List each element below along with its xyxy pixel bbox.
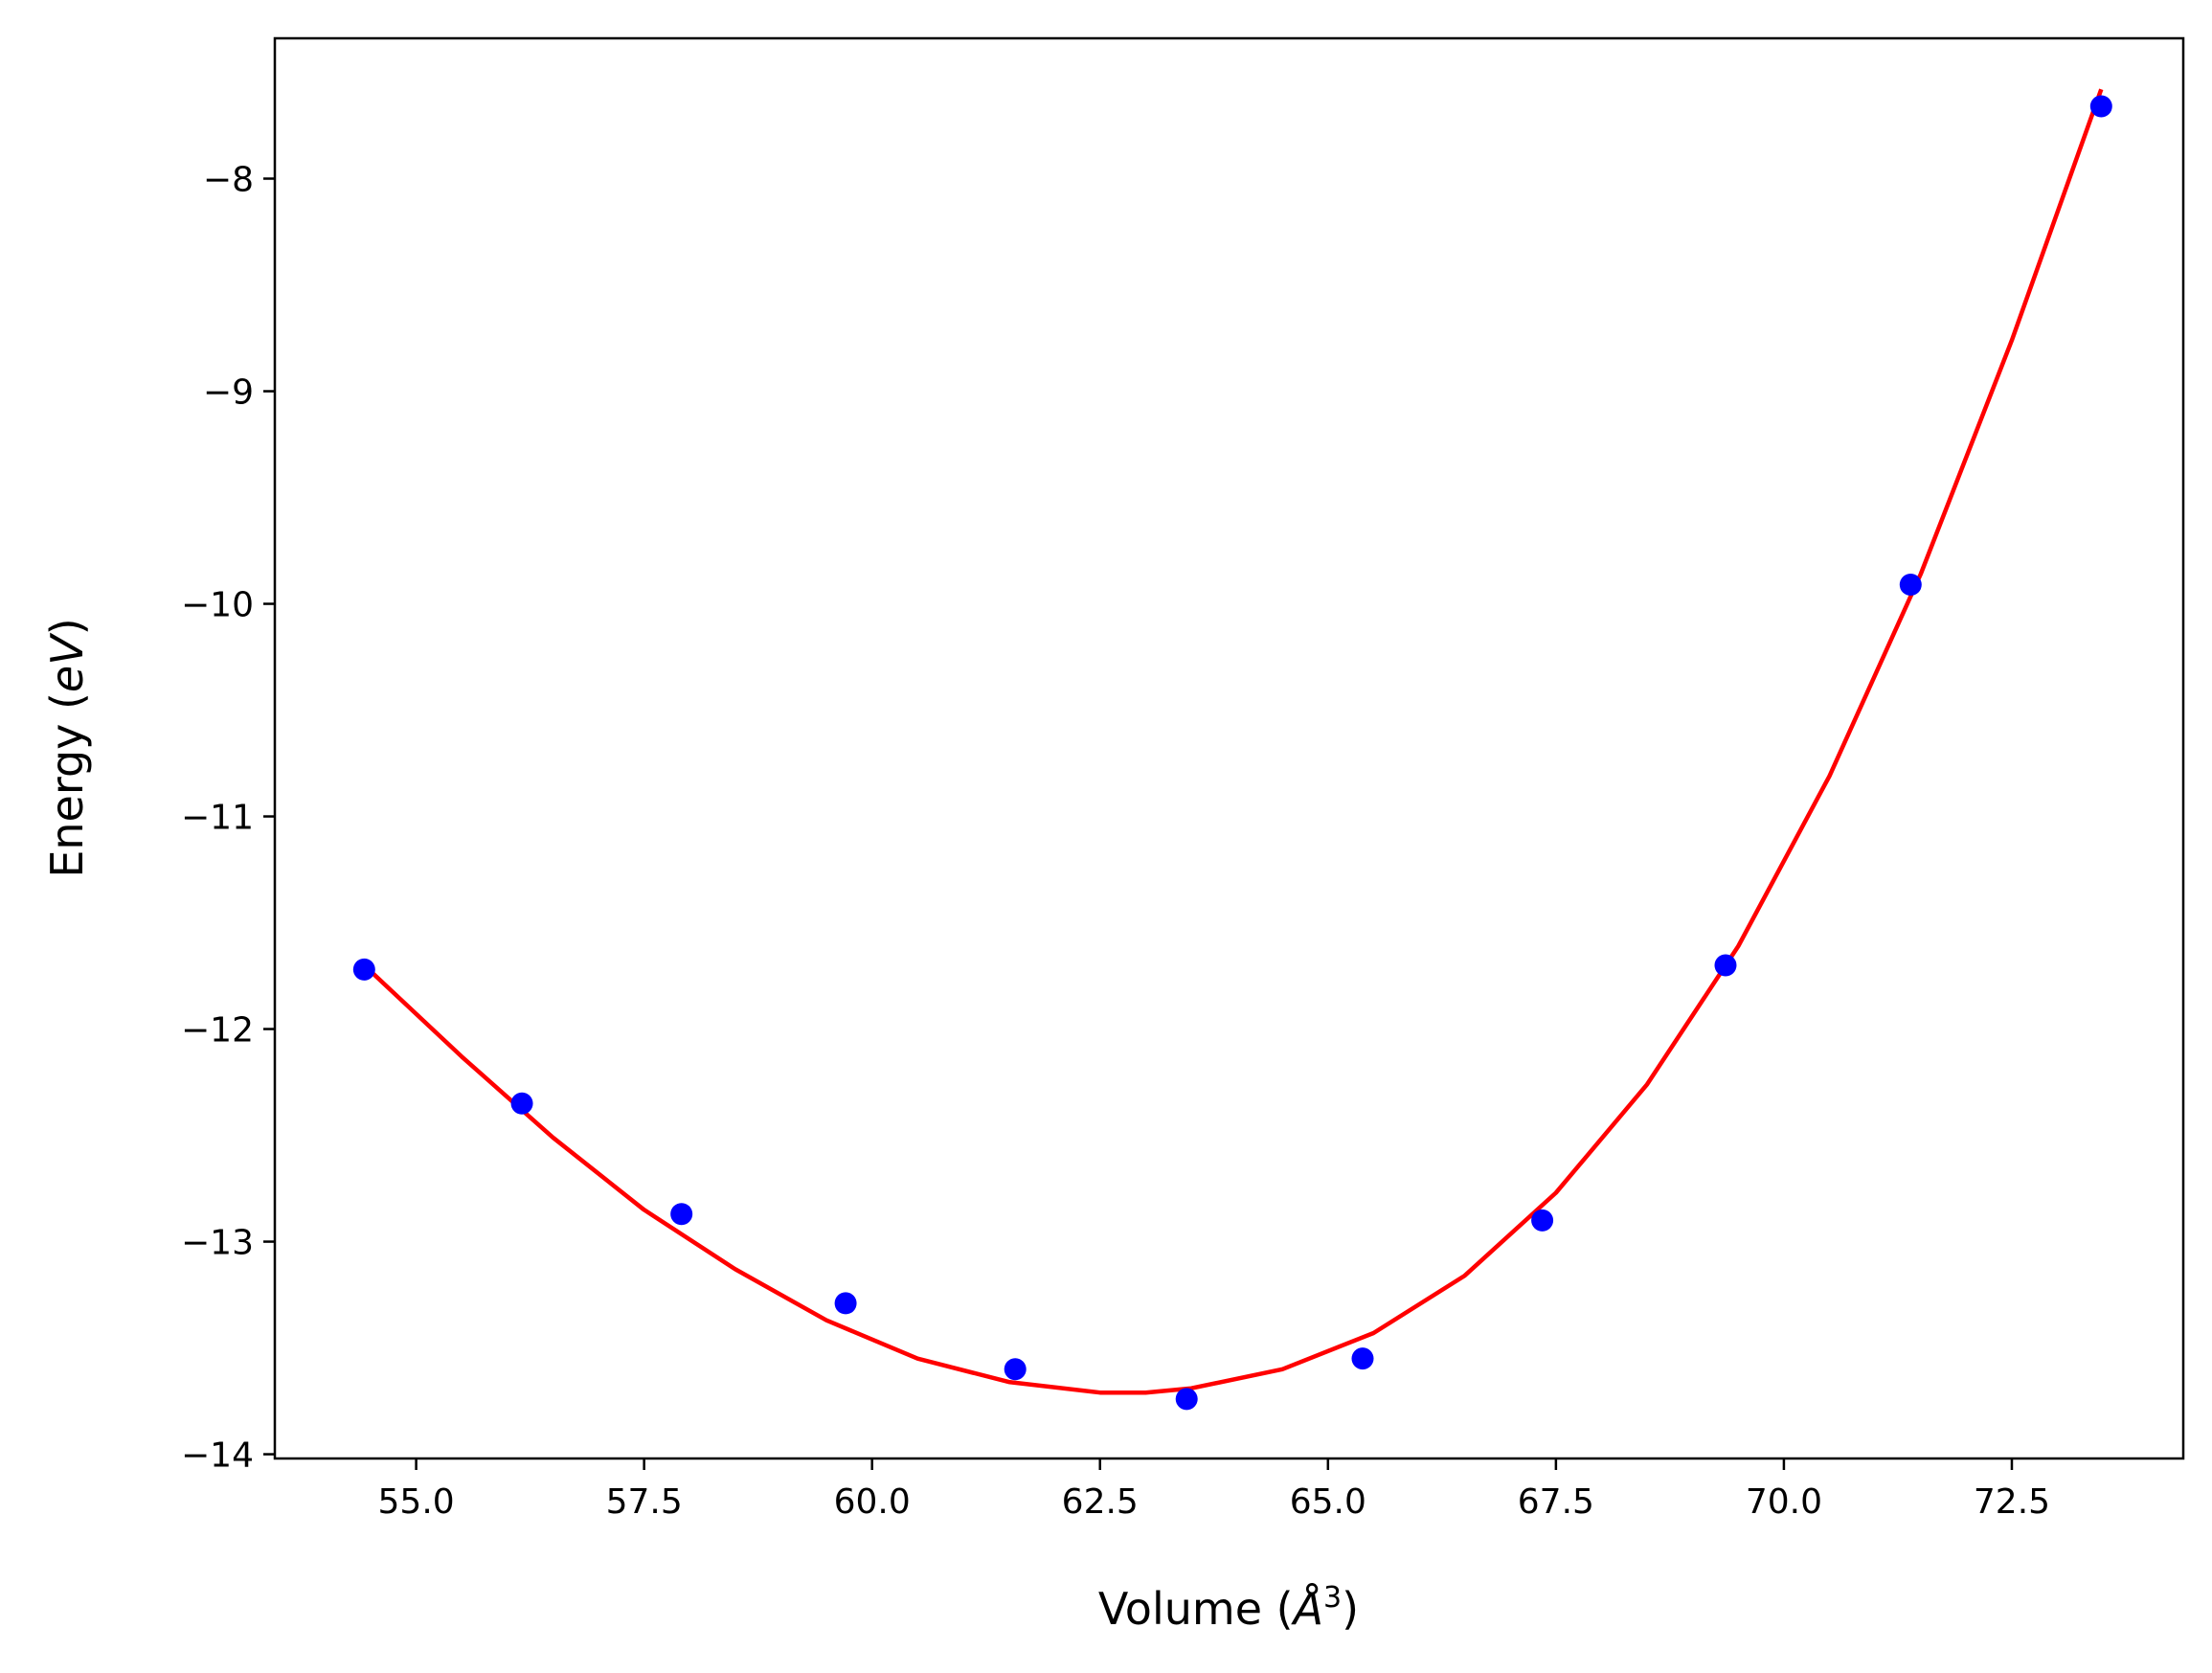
data-point (1351, 1347, 1374, 1370)
fit-curve (362, 88, 2104, 1395)
data-point (1531, 1209, 1554, 1232)
y-tick-label: −11 (181, 799, 254, 838)
x-axis-label: Volume (Å3) (1098, 1581, 1359, 1635)
x-tick-label: 57.5 (606, 1482, 683, 1522)
y-tick-label: −14 (181, 1436, 254, 1476)
data-point (1714, 954, 1737, 977)
x-axis-label-prefix: Volume ( (1098, 1583, 1294, 1635)
y-axis-label: Energy (eV) (41, 618, 93, 877)
y-axis-label-suffix: ) (41, 618, 93, 635)
y-tick-label: −13 (181, 1224, 254, 1263)
y-tick-label: −10 (181, 586, 254, 625)
data-point (1175, 1388, 1198, 1411)
y-axis-label-unit: eV (41, 632, 93, 692)
x-tick-label: 67.5 (1518, 1482, 1594, 1522)
y-axis: −8 −9 −10 −11 −12 −13 −14 (181, 161, 275, 1476)
data-point (670, 1203, 693, 1226)
data-point (352, 958, 375, 981)
x-tick-label: 60.0 (834, 1482, 911, 1522)
y-tick-label: −12 (181, 1011, 254, 1051)
x-axis: 55.0 57.5 60.0 62.5 65.0 67.5 70.0 72.5 (378, 1458, 2050, 1522)
y-tick-label: −8 (203, 161, 254, 200)
x-tick-label: 65.0 (1290, 1482, 1366, 1522)
data-point (834, 1292, 857, 1315)
data-point (510, 1092, 533, 1115)
plot-frame (273, 36, 2185, 1460)
data-point (2089, 95, 2112, 118)
x-axis-label-symbol: Å (1291, 1583, 1323, 1635)
y-tick-label: −9 (203, 373, 254, 413)
data-point (1004, 1358, 1027, 1381)
x-axis-label-superscript: 3 (1323, 1581, 1342, 1615)
plot-area (352, 88, 2112, 1411)
x-axis-label-suffix: ) (1342, 1583, 1359, 1635)
data-point (1899, 574, 1922, 597)
x-tick-label: 70.0 (1746, 1482, 1822, 1522)
x-tick-label: 72.5 (1974, 1482, 2050, 1522)
x-tick-label: 62.5 (1062, 1482, 1139, 1522)
y-axis-label-prefix: Energy ( (41, 692, 93, 878)
x-tick-label: 55.0 (378, 1482, 455, 1522)
